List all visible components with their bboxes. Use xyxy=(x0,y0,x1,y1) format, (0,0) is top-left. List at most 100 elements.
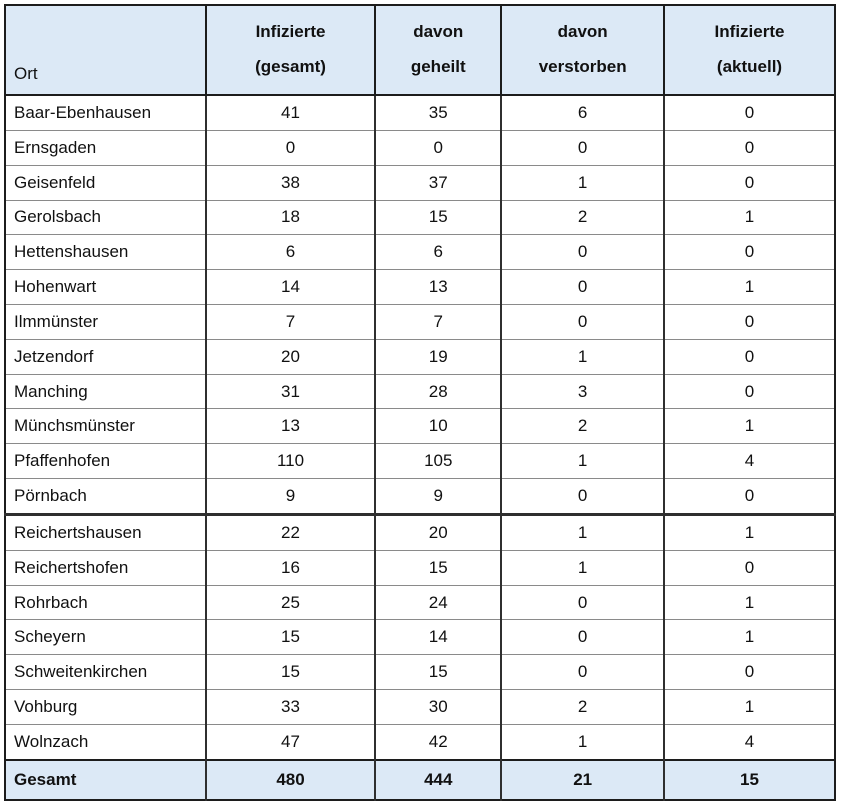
total-row: Gesamt 480 444 21 15 xyxy=(5,759,835,800)
cell-infizierte-aktuell: 1 xyxy=(663,619,835,655)
cell-ort: Wolnzach xyxy=(5,723,206,760)
cell-ort: Rohrbach xyxy=(5,584,206,620)
table-row: Scheyern 15 14 0 1 xyxy=(5,619,835,655)
cell-ort: Gerolsbach xyxy=(5,199,206,235)
cell-infizierte-aktuell: 0 xyxy=(663,549,835,586)
cell-infizierte-aktuell: 1 xyxy=(663,269,835,305)
cell-infizierte-gesamt: 47 xyxy=(204,723,376,760)
column-header-line: verstorben xyxy=(538,56,627,76)
cell-davon-geheilt: 0 xyxy=(374,129,502,166)
table-row: Gerolsbach 18 15 2 1 xyxy=(5,199,835,235)
cell-davon-geheilt: 15 xyxy=(374,199,502,235)
table-row: Schweitenkirchen 15 15 0 0 xyxy=(5,654,835,690)
cell-infizierte-aktuell: 0 xyxy=(663,95,835,131)
cell-infizierte-gesamt: 0 xyxy=(204,129,376,166)
cell-infizierte-gesamt: 41 xyxy=(204,95,376,131)
total-label: Gesamt xyxy=(5,759,206,800)
cell-infizierte-aktuell: 1 xyxy=(663,584,835,620)
cell-davon-geheilt: 6 xyxy=(374,234,502,270)
cell-davon-verstorben: 1 xyxy=(500,512,664,551)
total-infizierte-aktuell: 15 xyxy=(663,759,835,800)
cell-infizierte-gesamt: 16 xyxy=(204,549,376,586)
cell-davon-verstorben: 1 xyxy=(500,443,664,479)
column-header-line: geheilt xyxy=(410,56,466,76)
column-header-ort: Ort xyxy=(5,5,206,96)
column-header-line: davon xyxy=(413,21,464,41)
cell-ort: Jetzendorf xyxy=(5,338,206,375)
column-header-ort-label: Ort xyxy=(14,64,38,83)
table-row: Rohrbach 25 24 0 1 xyxy=(5,584,835,620)
table-row: Hettenshausen 6 6 0 0 xyxy=(5,234,835,270)
column-header-infizierte-gesamt: Infizierte (gesamt) xyxy=(204,5,376,96)
cell-davon-verstorben: 6 xyxy=(500,95,664,131)
table-body: Baar-Ebenhausen 41 35 6 0 Ernsgaden 0 0 0 0 Geisen… xyxy=(5,95,835,760)
table-row: Reichertshausen 22 20 1 1 xyxy=(5,512,835,551)
cell-ort: Baar-Ebenhausen xyxy=(14,102,152,122)
cell-davon-verstorben: 1 xyxy=(500,549,664,586)
cell-ort: Vohburg xyxy=(5,689,206,725)
cell-ort: Ernsgaden xyxy=(5,129,206,166)
cell-davon-verstorben: 0 xyxy=(500,303,664,340)
column-header-davon-verstorben: davon verstorben xyxy=(500,5,664,96)
table-row: Vohburg 33 30 2 1 xyxy=(5,689,835,725)
cell-ort: Manching xyxy=(5,373,206,409)
cell-infizierte-gesamt: 31 xyxy=(204,373,376,409)
table-row: Hohenwart 14 13 0 1 xyxy=(5,269,835,305)
cell-ort: Hohenwart xyxy=(5,269,206,305)
total-davon-geheilt: 444 xyxy=(374,759,502,800)
cell-ort: Schweitenkirchen xyxy=(5,654,206,690)
column-header-davon-geheilt: davon geheilt xyxy=(374,5,502,96)
cell-infizierte-gesamt: 6 xyxy=(204,234,376,270)
cell-infizierte-aktuell: 1 xyxy=(663,689,835,725)
cell-infizierte-aktuell: 0 xyxy=(663,338,835,375)
cell-ort: Reichertshofen xyxy=(5,549,206,586)
cell-ort: Pörnbach xyxy=(5,478,206,515)
cell-infizierte-gesamt: 18 xyxy=(204,199,376,235)
cell-infizierte-gesamt: 14 xyxy=(204,269,376,305)
cell-infizierte-gesamt: 15 xyxy=(204,654,376,690)
column-header-line: (gesamt) xyxy=(255,56,326,76)
cell-davon-verstorben: 1 xyxy=(500,164,664,200)
cell-infizierte-gesamt: 15 xyxy=(204,619,376,655)
cell-davon-geheilt: 105 xyxy=(374,443,502,479)
cell-davon-geheilt: 20 xyxy=(374,512,502,551)
cell-infizierte-gesamt: 22 xyxy=(204,512,376,551)
cell-davon-verstorben: 2 xyxy=(500,199,664,235)
cell-davon-geheilt: 14 xyxy=(374,619,502,655)
table-row: Wolnzach 47 42 1 4 xyxy=(5,723,835,760)
cell-davon-verstorben: 0 xyxy=(500,234,664,270)
cell-davon-geheilt: 7 xyxy=(374,303,502,340)
covid-stats-table: Ort Infizierte (gesamt) davon geheilt xyxy=(4,4,836,801)
cell-davon-geheilt: 9 xyxy=(374,478,502,515)
table-row: Pörnbach 9 9 0 0 xyxy=(5,478,835,515)
cell-davon-geheilt: 35 xyxy=(374,95,502,131)
cell-ort: Münchsmünster xyxy=(5,408,206,444)
cell-ort: Geisenfeld xyxy=(5,164,206,200)
cell-infizierte-aktuell: 0 xyxy=(663,234,835,270)
cell-davon-geheilt: 30 xyxy=(374,689,502,725)
cell-davon-verstorben: 3 xyxy=(500,373,664,409)
cell-davon-geheilt: 13 xyxy=(374,269,502,305)
cell-infizierte-aktuell: 0 xyxy=(663,478,835,515)
cell-davon-geheilt: 24 xyxy=(374,584,502,620)
cell-infizierte-aktuell: 4 xyxy=(663,723,835,760)
cell-infizierte-gesamt: 33 xyxy=(204,689,376,725)
cell-ort: Hettenshausen xyxy=(5,234,206,270)
cell-ort: Pfaffenhofen xyxy=(5,443,206,479)
column-header-line: (aktuell) xyxy=(716,56,783,76)
cell-infizierte-aktuell: 1 xyxy=(663,512,835,551)
table-row: Baar-Ebenhausen 41 35 6 0 xyxy=(5,95,835,131)
cell-davon-verstorben: 0 xyxy=(500,584,664,620)
cell-davon-verstorben: 0 xyxy=(500,129,664,166)
table-row: Ilmmünster 7 7 0 0 xyxy=(5,303,835,340)
total-davon-verstorben: 21 xyxy=(500,759,664,800)
table-row: Geisenfeld 38 37 1 0 xyxy=(5,164,835,200)
cell-ort: Scheyern xyxy=(5,619,206,655)
table-row: Manching 31 28 3 0 xyxy=(5,373,835,409)
column-header-infizierte-aktuell: Infizierte (aktuell) xyxy=(663,5,835,96)
cell-davon-verstorben: 0 xyxy=(500,654,664,690)
cell-infizierte-aktuell: 0 xyxy=(663,164,835,200)
cell-davon-verstorben: 1 xyxy=(500,723,664,760)
table-row: Jetzendorf 20 19 1 0 xyxy=(5,338,835,375)
